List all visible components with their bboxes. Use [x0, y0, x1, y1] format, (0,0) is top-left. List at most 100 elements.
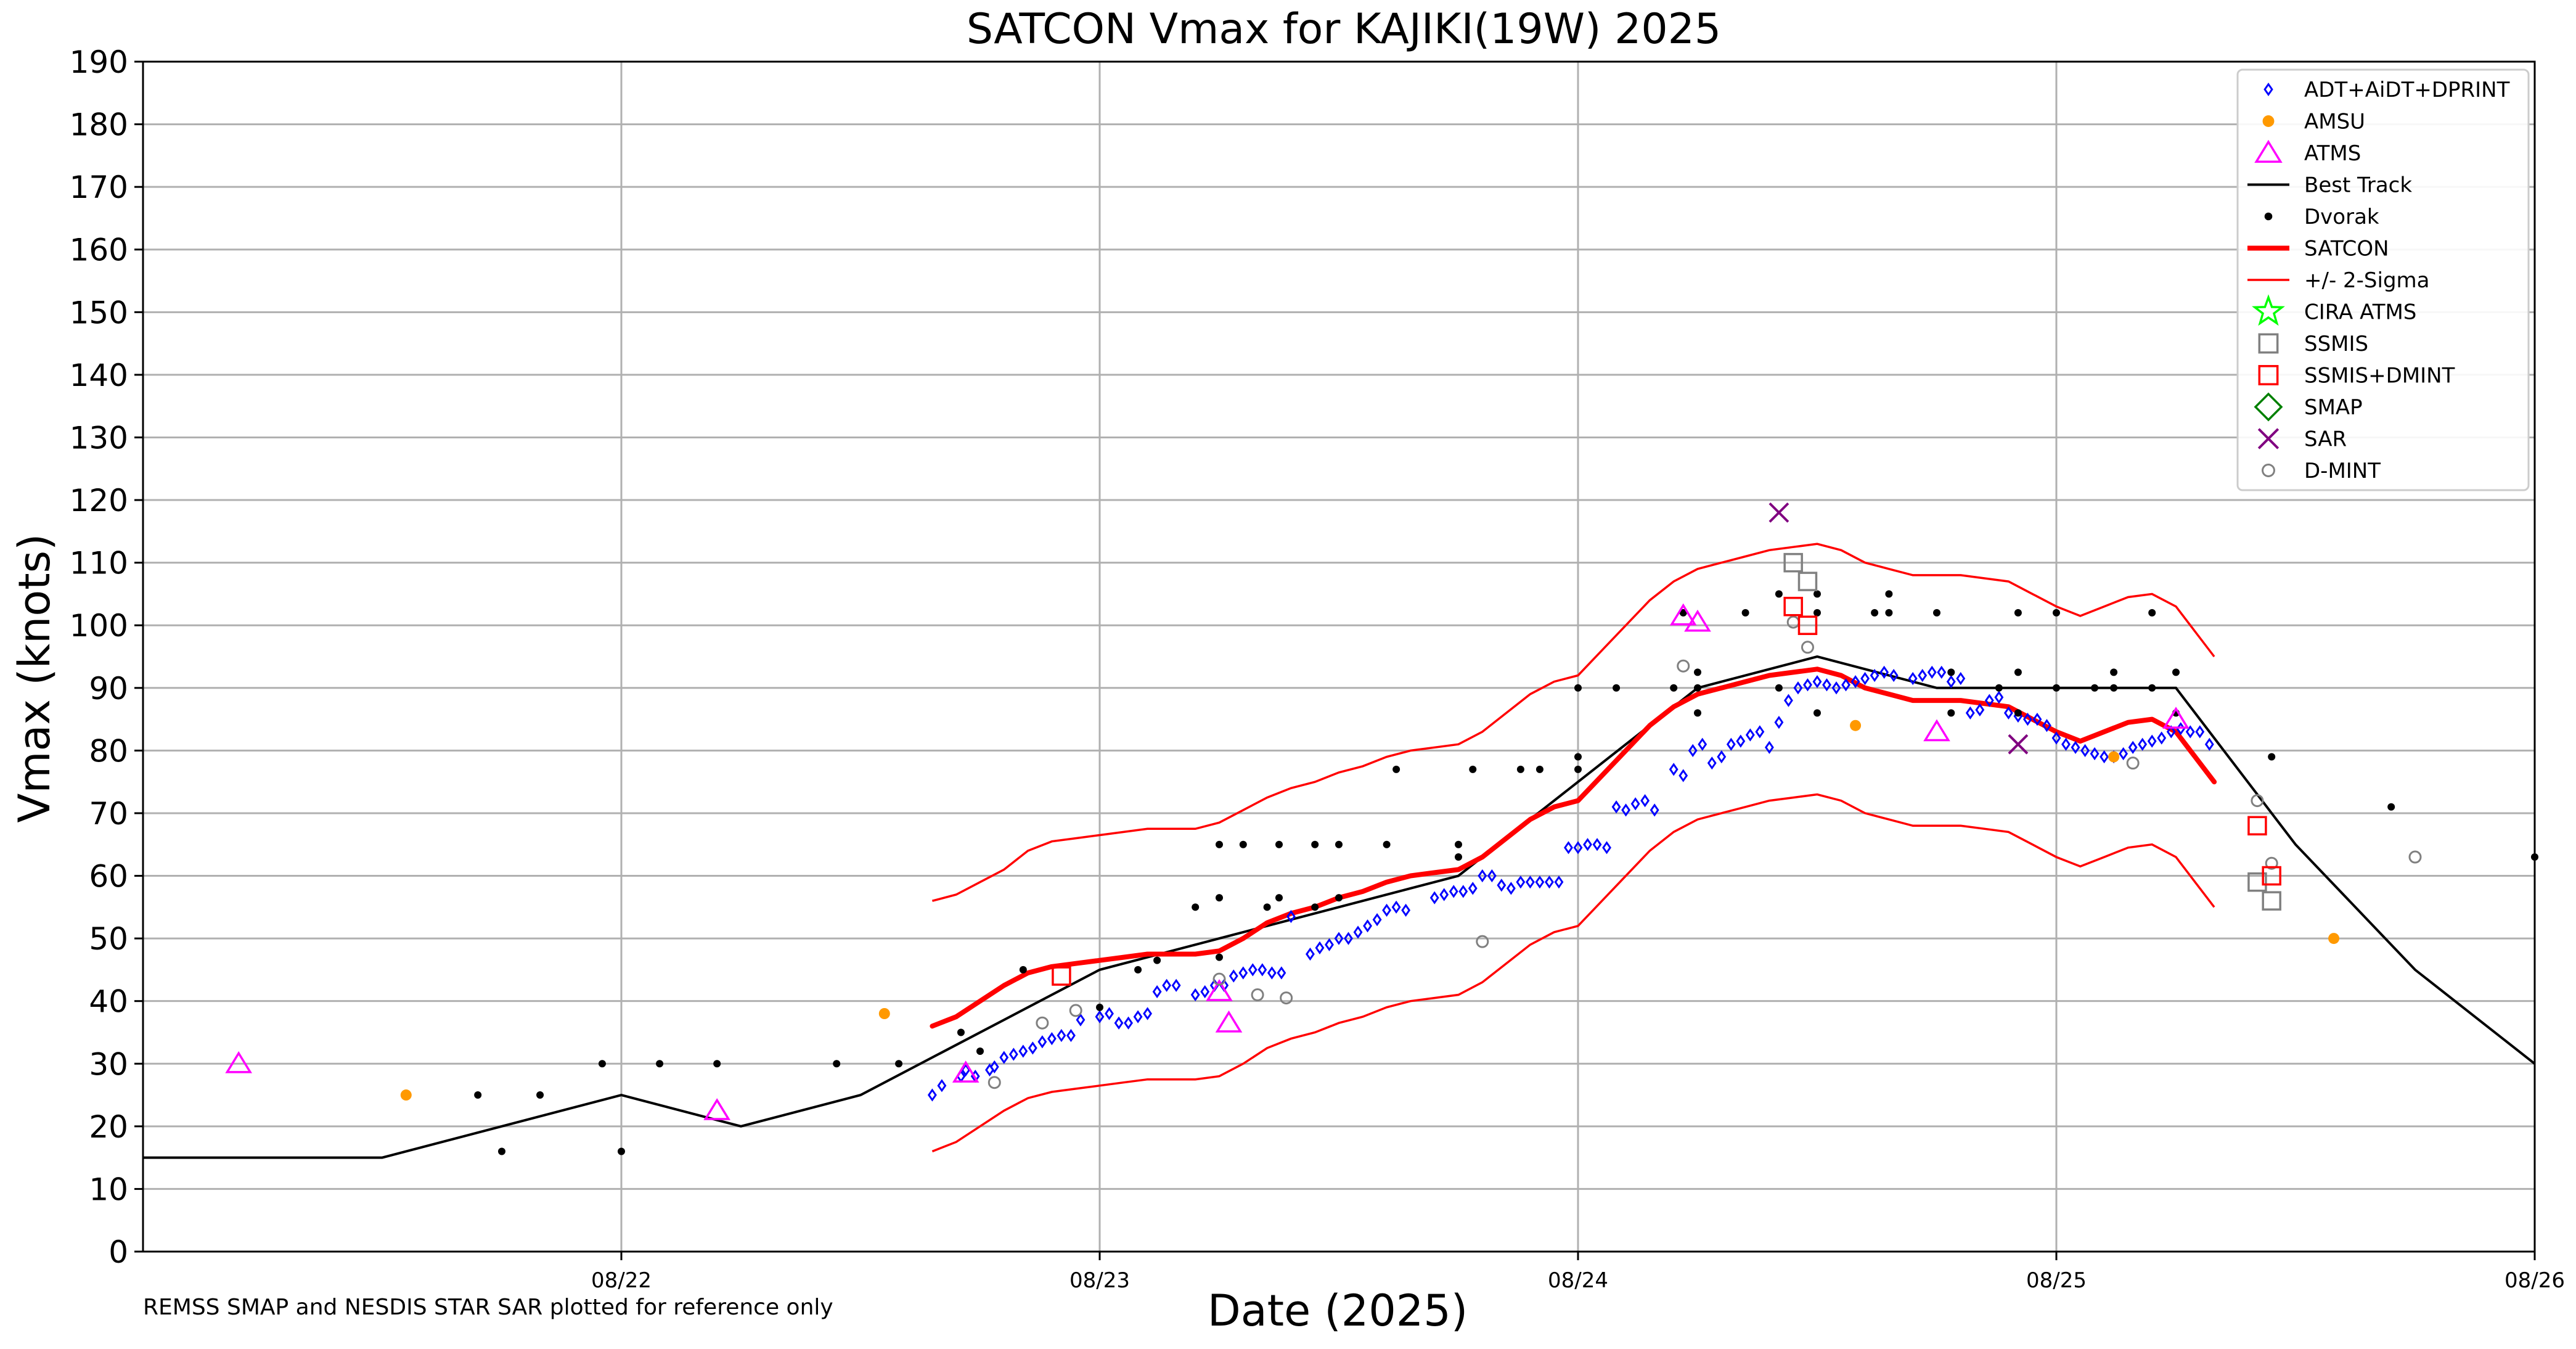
dvorak-point — [1020, 966, 1027, 974]
dvorak-point — [1264, 903, 1271, 911]
adt-point — [1508, 884, 1515, 893]
dvorak-point — [1813, 709, 1821, 716]
adt-point — [1278, 968, 1285, 978]
adt-point — [1862, 674, 1868, 684]
adt-point — [1163, 980, 1170, 990]
ssmis-point — [2263, 892, 2280, 909]
dvorak-point — [1670, 684, 1677, 692]
legend-label-sar: SAR — [2304, 427, 2347, 452]
amsu-point — [401, 1089, 412, 1101]
adt-point — [1603, 843, 1610, 853]
dvorak-point — [2148, 609, 2156, 617]
dvorak-point — [1096, 1004, 1103, 1011]
adt-point — [1546, 877, 1553, 887]
y-tick-label: 160 — [70, 232, 128, 268]
dvorak-point — [1742, 609, 1749, 617]
adt-point — [1431, 893, 1438, 903]
adt-point — [1106, 1009, 1113, 1019]
dvorak-point — [1574, 684, 1582, 692]
adt-point — [1632, 799, 1639, 809]
adt-point — [1565, 843, 1572, 853]
adt-point — [1154, 986, 1161, 996]
y-tick-label: 170 — [70, 170, 128, 205]
adt-point — [1709, 758, 1715, 768]
adt-point — [1029, 1043, 1036, 1053]
dmint-point — [1678, 660, 1689, 671]
adt-point — [1020, 1046, 1026, 1056]
dvorak-point — [1192, 903, 1199, 911]
dvorak-point — [2172, 668, 2180, 676]
atms-point — [227, 1053, 250, 1072]
dvorak-point — [1216, 894, 1223, 901]
amsu-point — [2328, 933, 2339, 944]
adt-point — [1115, 1018, 1122, 1028]
dvorak-point — [1574, 766, 1582, 773]
dvorak-point — [498, 1147, 505, 1155]
sigma-lower-line — [932, 795, 2214, 1152]
adt-point — [1173, 980, 1180, 990]
dmint-point — [1252, 990, 1263, 1001]
dvorak-point — [1469, 766, 1476, 773]
legend-label-best: Best Track — [2304, 173, 2412, 198]
dvorak-point — [2268, 753, 2275, 761]
legend-label-dvorak: Dvorak — [2304, 205, 2379, 229]
adt-point — [2158, 733, 2165, 743]
y-tick-label: 60 — [89, 859, 128, 895]
dvorak-point — [1775, 590, 1783, 597]
adt-point — [2206, 739, 2213, 749]
adt-point — [1593, 840, 1600, 850]
adt-point — [1201, 986, 1208, 996]
dvorak-point — [1134, 966, 1142, 974]
adt-point — [1976, 705, 1983, 715]
adt-point — [1948, 677, 1955, 687]
dvorak-point — [2014, 668, 2022, 676]
adt-point — [1134, 1012, 1141, 1022]
x-tick-label: 08/25 — [2026, 1268, 2087, 1293]
adt-point — [2139, 739, 2146, 749]
x-axis-label: Date (2025) — [1208, 1285, 1468, 1336]
adt-point — [1354, 927, 1361, 937]
grid-layer — [143, 62, 2535, 1252]
dvorak-point — [1995, 684, 2003, 692]
dvorak-point — [1216, 954, 1223, 961]
dvorak-point — [536, 1091, 544, 1099]
y-tick-label: 50 — [89, 921, 128, 957]
adt-point — [1785, 695, 1792, 705]
dvorak-point — [2110, 668, 2117, 676]
adt-point — [2101, 752, 2108, 762]
dvorak-point — [618, 1147, 625, 1155]
adt-point — [1498, 880, 1505, 890]
dvorak-point — [1153, 957, 1161, 964]
adt-point — [1957, 674, 1964, 684]
adt-point — [1555, 877, 1562, 887]
dvorak-point — [713, 1060, 721, 1067]
dvorak-point — [2014, 609, 2022, 617]
adt-point — [1326, 940, 1333, 949]
ssmis-point — [1799, 573, 1816, 590]
dmint-point — [989, 1077, 1000, 1088]
dvorak-point — [1216, 841, 1223, 848]
adt-point — [1039, 1037, 1045, 1047]
y-tick-label: 140 — [70, 358, 128, 393]
adt-point — [1230, 971, 1237, 981]
adt-point — [1460, 887, 1466, 896]
adt-point — [1125, 1018, 1132, 1028]
y-tick-label: 10 — [89, 1171, 128, 1207]
plot-frame — [143, 62, 2535, 1252]
amsu-point — [1850, 720, 1861, 731]
dvorak-point — [1517, 766, 1524, 773]
adt-point — [1373, 915, 1380, 925]
dvorak-point — [1613, 684, 1620, 692]
y-tick-label: 100 — [70, 608, 128, 644]
dvorak-point — [1574, 753, 1582, 761]
ssmis-dmint-point — [1053, 967, 1070, 985]
ssmis-dmint-point — [1785, 598, 1802, 615]
adt-point — [2149, 736, 2156, 746]
adt-point — [938, 1081, 945, 1091]
legend-label-cira: CIRA ATMS — [2304, 300, 2416, 325]
dvorak-point — [1947, 709, 1955, 716]
adt-point — [1967, 708, 1974, 718]
dvorak-point — [1775, 684, 1783, 692]
adt-point — [1144, 1009, 1151, 1019]
dvorak-point — [957, 1028, 965, 1036]
